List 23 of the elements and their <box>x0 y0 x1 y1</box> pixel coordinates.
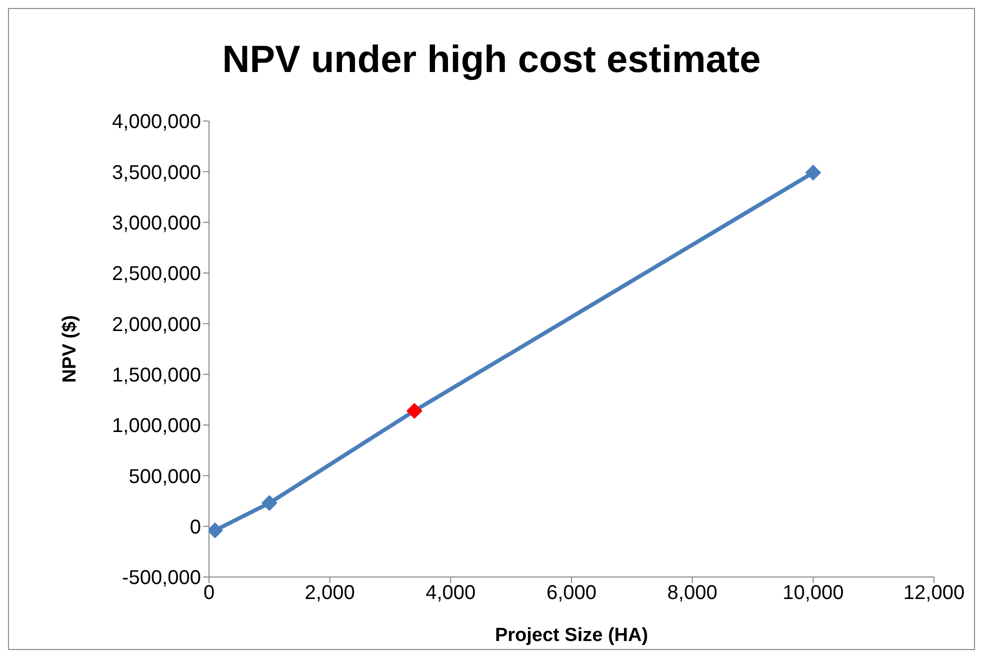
y-tick-label: 500,000 <box>128 466 201 488</box>
point <box>805 164 822 181</box>
y-tick-label: -500,000 <box>122 567 201 590</box>
y-tick-label: 1,500,000 <box>112 364 201 386</box>
y-tick-label: 3,500,000 <box>112 162 201 184</box>
x-tick-label: 6,000 <box>546 582 597 604</box>
y-axis-title: NPV ($) <box>60 315 81 383</box>
x-tick-label: 4,000 <box>426 582 476 604</box>
x-tick-label: 0 <box>203 582 215 604</box>
point <box>406 402 422 419</box>
y-tick-label: 1,000,000 <box>112 415 201 438</box>
y-tick-label: 2,500,000 <box>112 263 201 286</box>
x-tick-label: 2,000 <box>304 582 355 604</box>
y-tick-label: 3,000,000 <box>112 212 201 234</box>
x-tick-label: 10,000 <box>782 582 844 604</box>
y-tick-label: 0 <box>190 516 201 538</box>
x-tick-label: 12,000 <box>903 582 965 604</box>
point <box>261 495 278 512</box>
x-axis-title: Project Size (HA) <box>494 625 648 646</box>
y-tick-label: 2,000,000 <box>112 314 201 336</box>
x-tick-label: 8,000 <box>667 582 718 604</box>
chart-title: NPV under high cost estimate <box>221 39 762 82</box>
y-tick-label: 4,000,000 <box>112 111 201 134</box>
